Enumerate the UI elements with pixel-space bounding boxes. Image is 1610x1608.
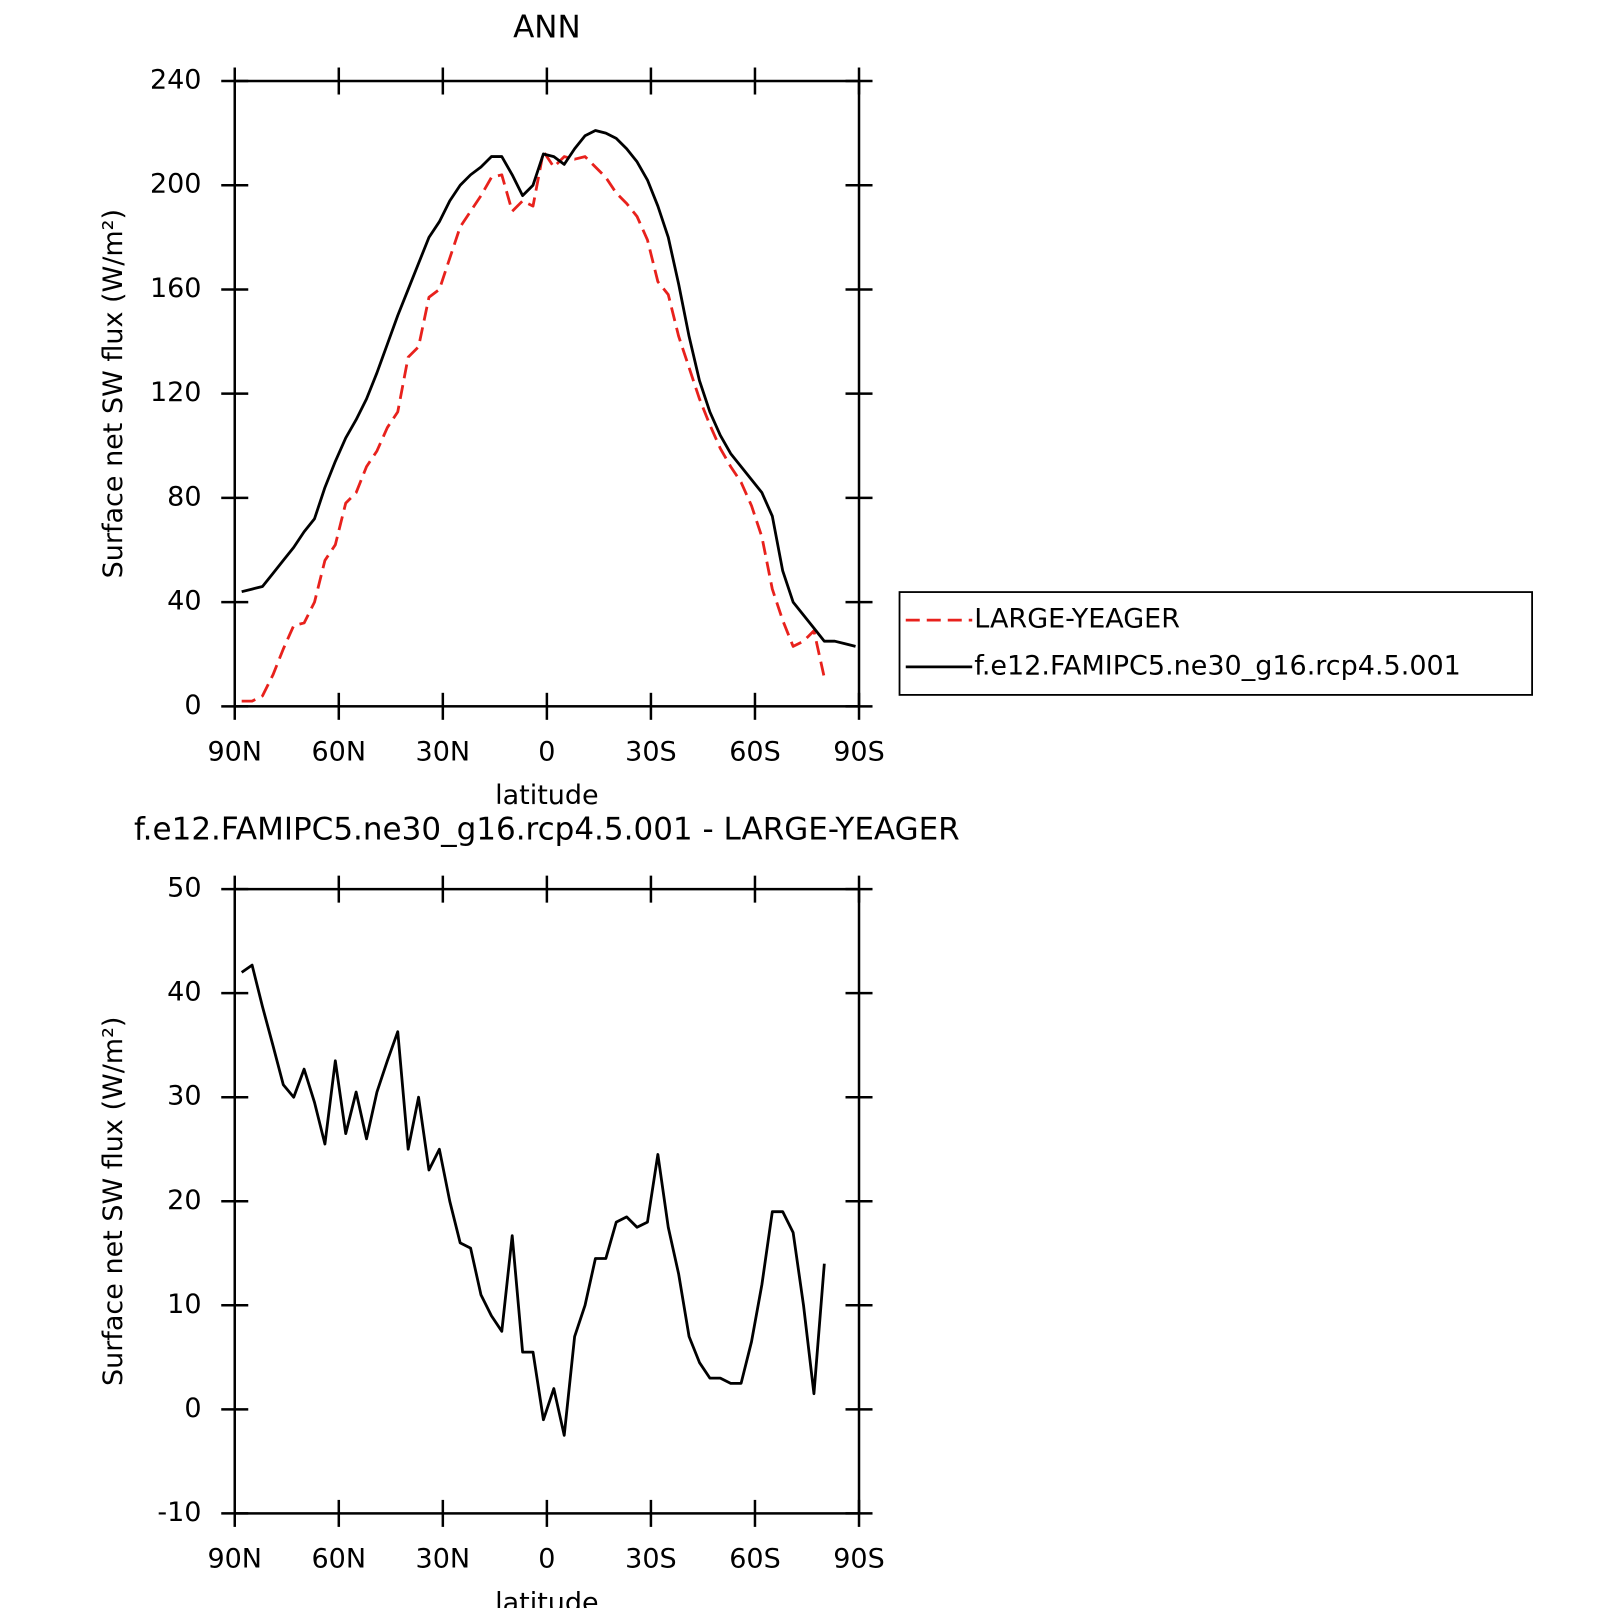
plot-frame	[233, 79, 861, 708]
x-tick-label: 30N	[416, 1544, 471, 1575]
y-axis-label: Surface net SW flux (W/m²)	[98, 1017, 129, 1386]
y-tick-label: 40	[167, 586, 201, 617]
y-tick-label: 0	[184, 690, 201, 721]
x-tick-label: 0	[538, 737, 555, 768]
x-axis-label: latitude	[495, 1587, 599, 1608]
y-axis-label: Surface net SW flux (W/m²)	[98, 209, 129, 578]
x-axis-label: latitude	[495, 780, 599, 811]
y-tick-label: 240	[150, 65, 202, 96]
x-tick-label: 90N	[207, 737, 262, 768]
chart-panel: f.e12.FAMIPC5.ne30_g16.rcp4.5.001 - LARG…	[98, 811, 960, 1608]
plot-frame	[233, 887, 861, 1515]
data-line	[241, 129, 856, 648]
x-tick-label: 90S	[833, 737, 885, 768]
legend-box	[898, 591, 1533, 696]
y-tick-label: 40	[167, 977, 201, 1008]
x-tick-label: 30N	[416, 737, 471, 768]
legend-label: f.e12.FAMIPC5.ne30_g16.rcp4.5.001	[974, 650, 1461, 681]
y-tick-label: 80	[167, 481, 201, 512]
chart-title: f.e12.FAMIPC5.ne30_g16.rcp4.5.001 - LARG…	[134, 811, 960, 847]
y-tick-label: 10	[167, 1289, 201, 1320]
y-tick-label: 0	[184, 1393, 201, 1424]
x-tick-label: 60S	[729, 1544, 781, 1575]
x-tick-label: 30S	[625, 737, 677, 768]
y-tick-label: 120	[150, 377, 202, 408]
y-tick-label: 50	[167, 873, 201, 904]
x-tick-label: 90N	[207, 1544, 262, 1575]
x-tick-label: 90S	[833, 1544, 885, 1575]
chart-title: ANN	[513, 10, 581, 46]
chart-panel: ANN 0 40 80 120 160 200 240 90N 60N 30N 0 30S 60S 90S l…	[98, 10, 1533, 811]
x-tick-label: 60N	[312, 1544, 367, 1575]
data-line	[240, 963, 826, 1437]
x-tick-label: 60N	[312, 737, 367, 768]
data-line	[241, 149, 826, 703]
y-tick-label: 20	[167, 1185, 201, 1216]
legend-label: LARGE-YEAGER	[974, 604, 1180, 635]
y-tick-label: 30	[167, 1081, 201, 1112]
y-tick-label: 200	[150, 169, 202, 200]
x-tick-label: 60S	[729, 737, 781, 768]
y-tick-label: 160	[150, 273, 202, 304]
y-tick-label: -10	[157, 1497, 201, 1528]
x-tick-label: 0	[538, 1544, 555, 1575]
x-tick-label: 30S	[625, 1544, 677, 1575]
